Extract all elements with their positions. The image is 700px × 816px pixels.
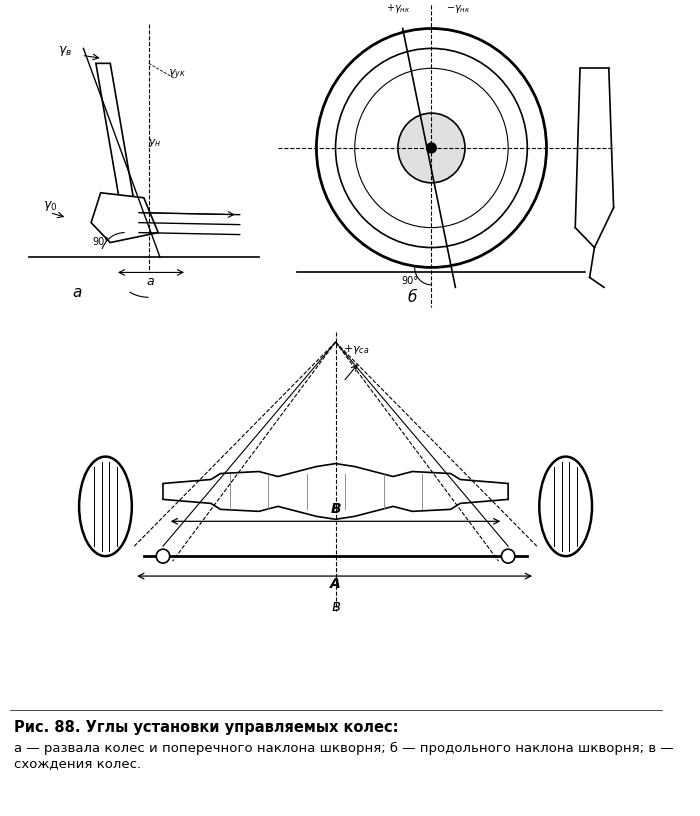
Polygon shape <box>163 463 508 519</box>
Circle shape <box>156 549 169 563</box>
Text: $\gamma_{ук}$: $\gamma_{ук}$ <box>169 68 186 82</box>
Text: $у_н$: $у_н$ <box>148 137 162 149</box>
Text: 90°: 90° <box>402 277 419 286</box>
Text: а: а <box>147 275 154 288</box>
Text: б: б <box>407 290 417 305</box>
Text: $\gamma_в$: $\gamma_в$ <box>58 44 72 59</box>
Text: а — развала колес и поперечного наклона шкворня; б — продольного наклона шкворня: а — развала колес и поперечного наклона … <box>15 743 674 770</box>
Polygon shape <box>96 64 134 202</box>
Text: $+\gamma_{са}$: $+\gamma_{са}$ <box>344 343 370 356</box>
Text: В: В <box>330 503 341 517</box>
Text: 90°: 90° <box>92 237 109 246</box>
Text: $-\gamma_{нк}$: $-\gamma_{нк}$ <box>446 2 470 15</box>
Circle shape <box>398 113 465 183</box>
Text: А: А <box>330 577 341 591</box>
Polygon shape <box>91 193 158 242</box>
Text: а: а <box>72 286 81 300</box>
Text: Рис. 88. Углы установки управляемых колес:: Рис. 88. Углы установки управляемых коле… <box>15 721 399 735</box>
Text: в: в <box>331 599 340 614</box>
Polygon shape <box>163 477 508 507</box>
Circle shape <box>501 549 514 563</box>
Circle shape <box>426 143 436 153</box>
Text: $+\gamma_{нк}$: $+\gamma_{нк}$ <box>386 2 410 15</box>
Text: $\gamma_0$: $\gamma_0$ <box>43 199 57 213</box>
